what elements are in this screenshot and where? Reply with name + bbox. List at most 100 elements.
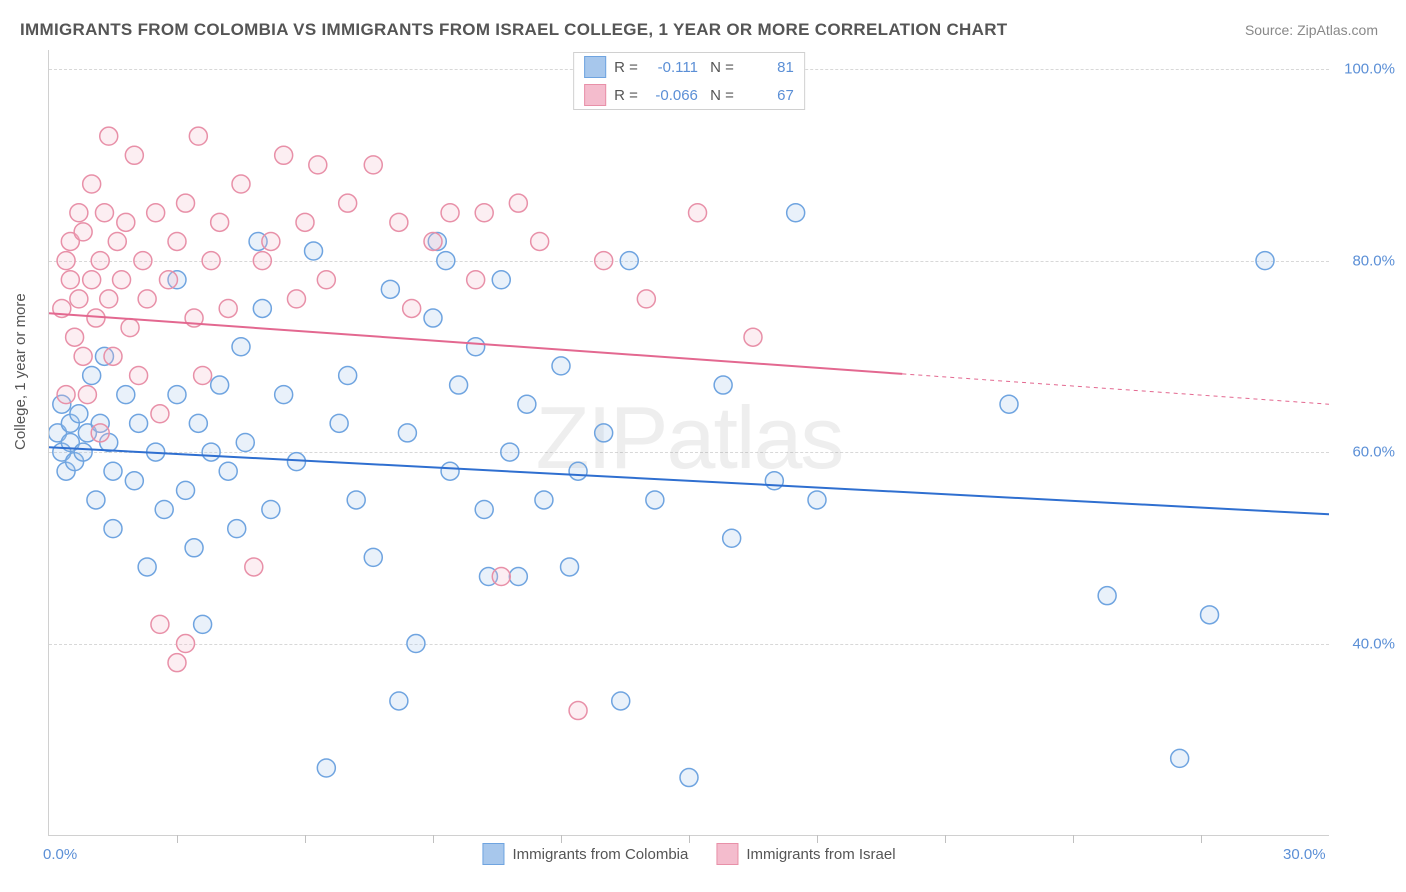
regression-line [49,447,1329,514]
scatter-point [57,386,75,404]
scatter-point [509,568,527,586]
scatter-point [104,347,122,365]
r-value-israel: -0.066 [646,87,698,104]
scatter-point [398,424,416,442]
regression-line [49,313,902,374]
scatter-point [91,424,109,442]
scatter-point [95,204,113,222]
scatter-point [287,453,305,471]
scatter-point [91,252,109,270]
scatter-point [441,462,459,480]
legend-swatch-israel [716,843,738,865]
scatter-point [125,146,143,164]
scatter-point [202,443,220,461]
scatter-point [531,232,549,250]
y-tick-label: 60.0% [1352,444,1395,461]
scatter-point [130,366,148,384]
scatter-point [87,309,105,327]
scatter-point [569,462,587,480]
scatter-point [364,156,382,174]
scatter-point [253,299,271,317]
scatter-point [1201,606,1219,624]
scatter-point [155,501,173,519]
scatter-point [113,271,131,289]
r-value-colombia: -0.111 [646,59,698,76]
scatter-point [74,443,92,461]
scatter-point [317,271,335,289]
y-axis-label: College, 1 year or more [12,293,29,450]
scatter-point [245,558,263,576]
scatter-svg [49,50,1329,835]
scatter-point [151,405,169,423]
legend-label-israel: Immigrants from Israel [746,846,895,863]
scatter-point [390,692,408,710]
scatter-point [78,386,96,404]
scatter-point [407,635,425,653]
scatter-point [552,357,570,375]
y-tick-label: 40.0% [1352,635,1395,652]
scatter-point [296,213,314,231]
scatter-point [1171,749,1189,767]
scatter-point [689,204,707,222]
scatter-point [159,271,177,289]
scatter-point [219,299,237,317]
x-tick-label: 0.0% [43,846,77,863]
scatter-point [309,156,327,174]
scatter-point [70,204,88,222]
scatter-point [330,414,348,432]
scatter-point [147,204,165,222]
legend-label-colombia: Immigrants from Colombia [512,846,688,863]
scatter-point [390,213,408,231]
scatter-point [125,472,143,490]
scatter-point [787,204,805,222]
scatter-point [104,462,122,480]
scatter-point [714,376,732,394]
scatter-point [219,462,237,480]
scatter-point [232,175,250,193]
scatter-point [437,252,455,270]
scatter-point [100,127,118,145]
legend-swatch-israel [584,84,606,106]
scatter-point [1256,252,1274,270]
source-credit: Source: ZipAtlas.com [1245,22,1378,38]
scatter-point [194,615,212,633]
n-label: N = [706,59,734,76]
chart-title: IMMIGRANTS FROM COLOMBIA VS IMMIGRANTS F… [20,20,1007,40]
scatter-point [441,204,459,222]
scatter-point [83,366,101,384]
scatter-point [305,242,323,260]
scatter-point [61,271,79,289]
scatter-point [808,491,826,509]
scatter-point [535,491,553,509]
scatter-point [211,376,229,394]
scatter-point [595,424,613,442]
scatter-point [117,386,135,404]
y-tick-label: 100.0% [1344,61,1395,78]
scatter-point [561,558,579,576]
n-label: N = [706,87,734,104]
x-tick-label: 30.0% [1283,846,1326,863]
legend-series-box: Immigrants from Colombia Immigrants from… [482,843,895,865]
scatter-point [130,414,148,432]
n-value-colombia: 81 [742,59,794,76]
scatter-point [424,309,442,327]
scatter-point [121,319,139,337]
scatter-point [211,213,229,231]
r-label: R = [614,87,638,104]
scatter-point [117,213,135,231]
scatter-point [262,501,280,519]
scatter-point [1098,587,1116,605]
scatter-point [475,501,493,519]
scatter-point [475,204,493,222]
scatter-point [151,615,169,633]
scatter-point [138,290,156,308]
legend-swatch-colombia [584,56,606,78]
scatter-point [744,328,762,346]
scatter-point [364,548,382,566]
scatter-point [202,252,220,270]
scatter-point [70,290,88,308]
scatter-point [620,252,638,270]
scatter-point [339,366,357,384]
scatter-point [723,529,741,547]
legend-stats-row: R = -0.111 N = 81 [574,53,804,81]
